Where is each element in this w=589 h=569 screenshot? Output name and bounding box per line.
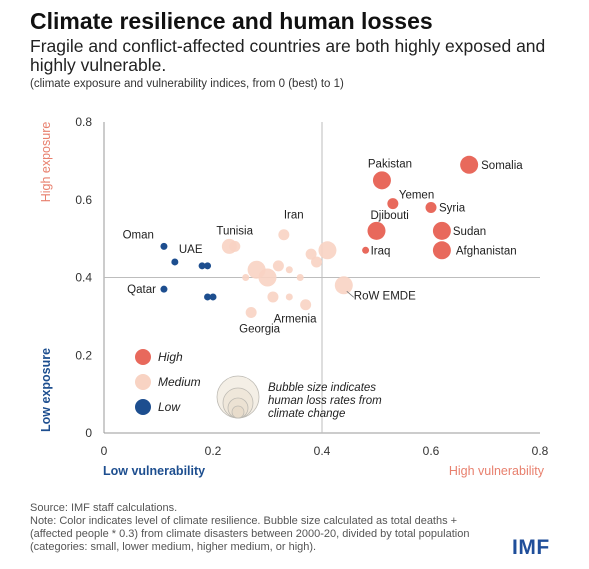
x-tick-label: 0 [101,444,108,458]
point-label: RoW EMDE [354,290,416,302]
bubble-chart: 0 0.2 0.4 0.6 0.8 0 0.2 0.4 0.6 0.8 Low vulnerabil… [39,115,549,478]
chart-title: Climate resilience and human losses [30,8,433,34]
y-tick-label: 0.8 [75,115,92,129]
bubble-point [160,285,168,293]
point-label: Afghanistan [456,245,517,257]
x-high-label: High vulnerability [449,464,545,478]
bubble-point [160,242,168,250]
size-legend-line: human loss rates from [268,395,382,407]
legend-swatch [135,374,151,390]
bubble-point [425,202,437,214]
point-label: Sudan [453,226,486,238]
size-legend-line: Bubble size indicates [268,382,376,394]
y-tick-label: 0 [85,426,92,440]
bubble-point [300,299,312,311]
point-label: Djibouti [371,210,409,222]
y-high-label: High exposure [39,122,53,203]
point-label: Georgia [239,323,281,335]
x-tick-label: 0.4 [314,444,331,458]
bubble-point [267,291,279,303]
point-label: Qatar [127,284,156,296]
size-legend-circle [231,405,245,419]
bubble-point [285,293,293,301]
bubble-point [209,293,217,301]
bubble-point [242,274,250,281]
point-label: Syria [439,203,466,215]
y-tick-label: 0.6 [75,193,92,207]
bubble-point [334,276,353,295]
bubble-point [367,221,386,240]
x-tick-label: 0.6 [423,444,440,458]
bubble-point [432,241,451,260]
point-label: Armenia [274,314,317,326]
bubble-point [362,246,370,254]
bubble-point [278,229,290,241]
bubble-point [387,198,399,210]
point-label: Pakistan [368,158,412,170]
units-note: (climate exposure and vulnerability indi… [30,78,344,90]
point-label: UAE [179,244,203,256]
size-legend-note: Bubble size indicates human loss rates fr… [268,382,382,420]
point-label: Iraq [371,245,391,257]
bubble-point [318,241,337,260]
legend-label: Medium [158,375,201,389]
point-label: Somalia [481,160,523,172]
bubble-point [229,240,241,252]
bubble-point [204,293,212,301]
size-legend-line: climate change [268,408,345,420]
imf-logo: IMF [512,536,550,559]
y-tick-label: 0.4 [75,271,92,285]
footer: Source: IMF staff calculations. Note: Co… [30,502,500,554]
bubble-point [272,260,284,272]
bubble-point [460,155,479,174]
leader-line [346,290,355,298]
x-low-label: Low vulnerability [103,464,205,478]
bubble-point [311,256,323,268]
legend-swatch [135,349,151,365]
y-low-label: Low exposure [39,348,53,432]
bubble-point [171,258,179,266]
bubble-point [198,262,206,270]
source-note: Source: IMF staff calculations. [30,502,178,514]
bubble-point [258,268,277,287]
x-tick-label: 0.8 [532,444,549,458]
legend-swatch [135,399,151,415]
point-label: Tunisia [216,225,253,237]
bubble-point [296,274,304,281]
point-label: Iran [284,210,304,222]
bubble-point [285,266,293,274]
bubble-point [305,248,317,260]
legend-label: Low [158,400,181,414]
x-tick-label: 0.2 [205,444,222,458]
bubble-point [245,306,257,318]
legend-label: High [158,350,183,364]
point-label: Yemen [399,190,434,202]
y-tick-label: 0.2 [75,348,92,362]
bubble-point [372,171,391,190]
chart-subtitle: Fragile and conflict-affected countries … [30,36,546,75]
point-label: Oman [123,229,154,241]
bubble-point [432,221,451,240]
method-note: Note: Color indicates level of climate r… [30,515,470,553]
bubble-point [204,262,212,270]
